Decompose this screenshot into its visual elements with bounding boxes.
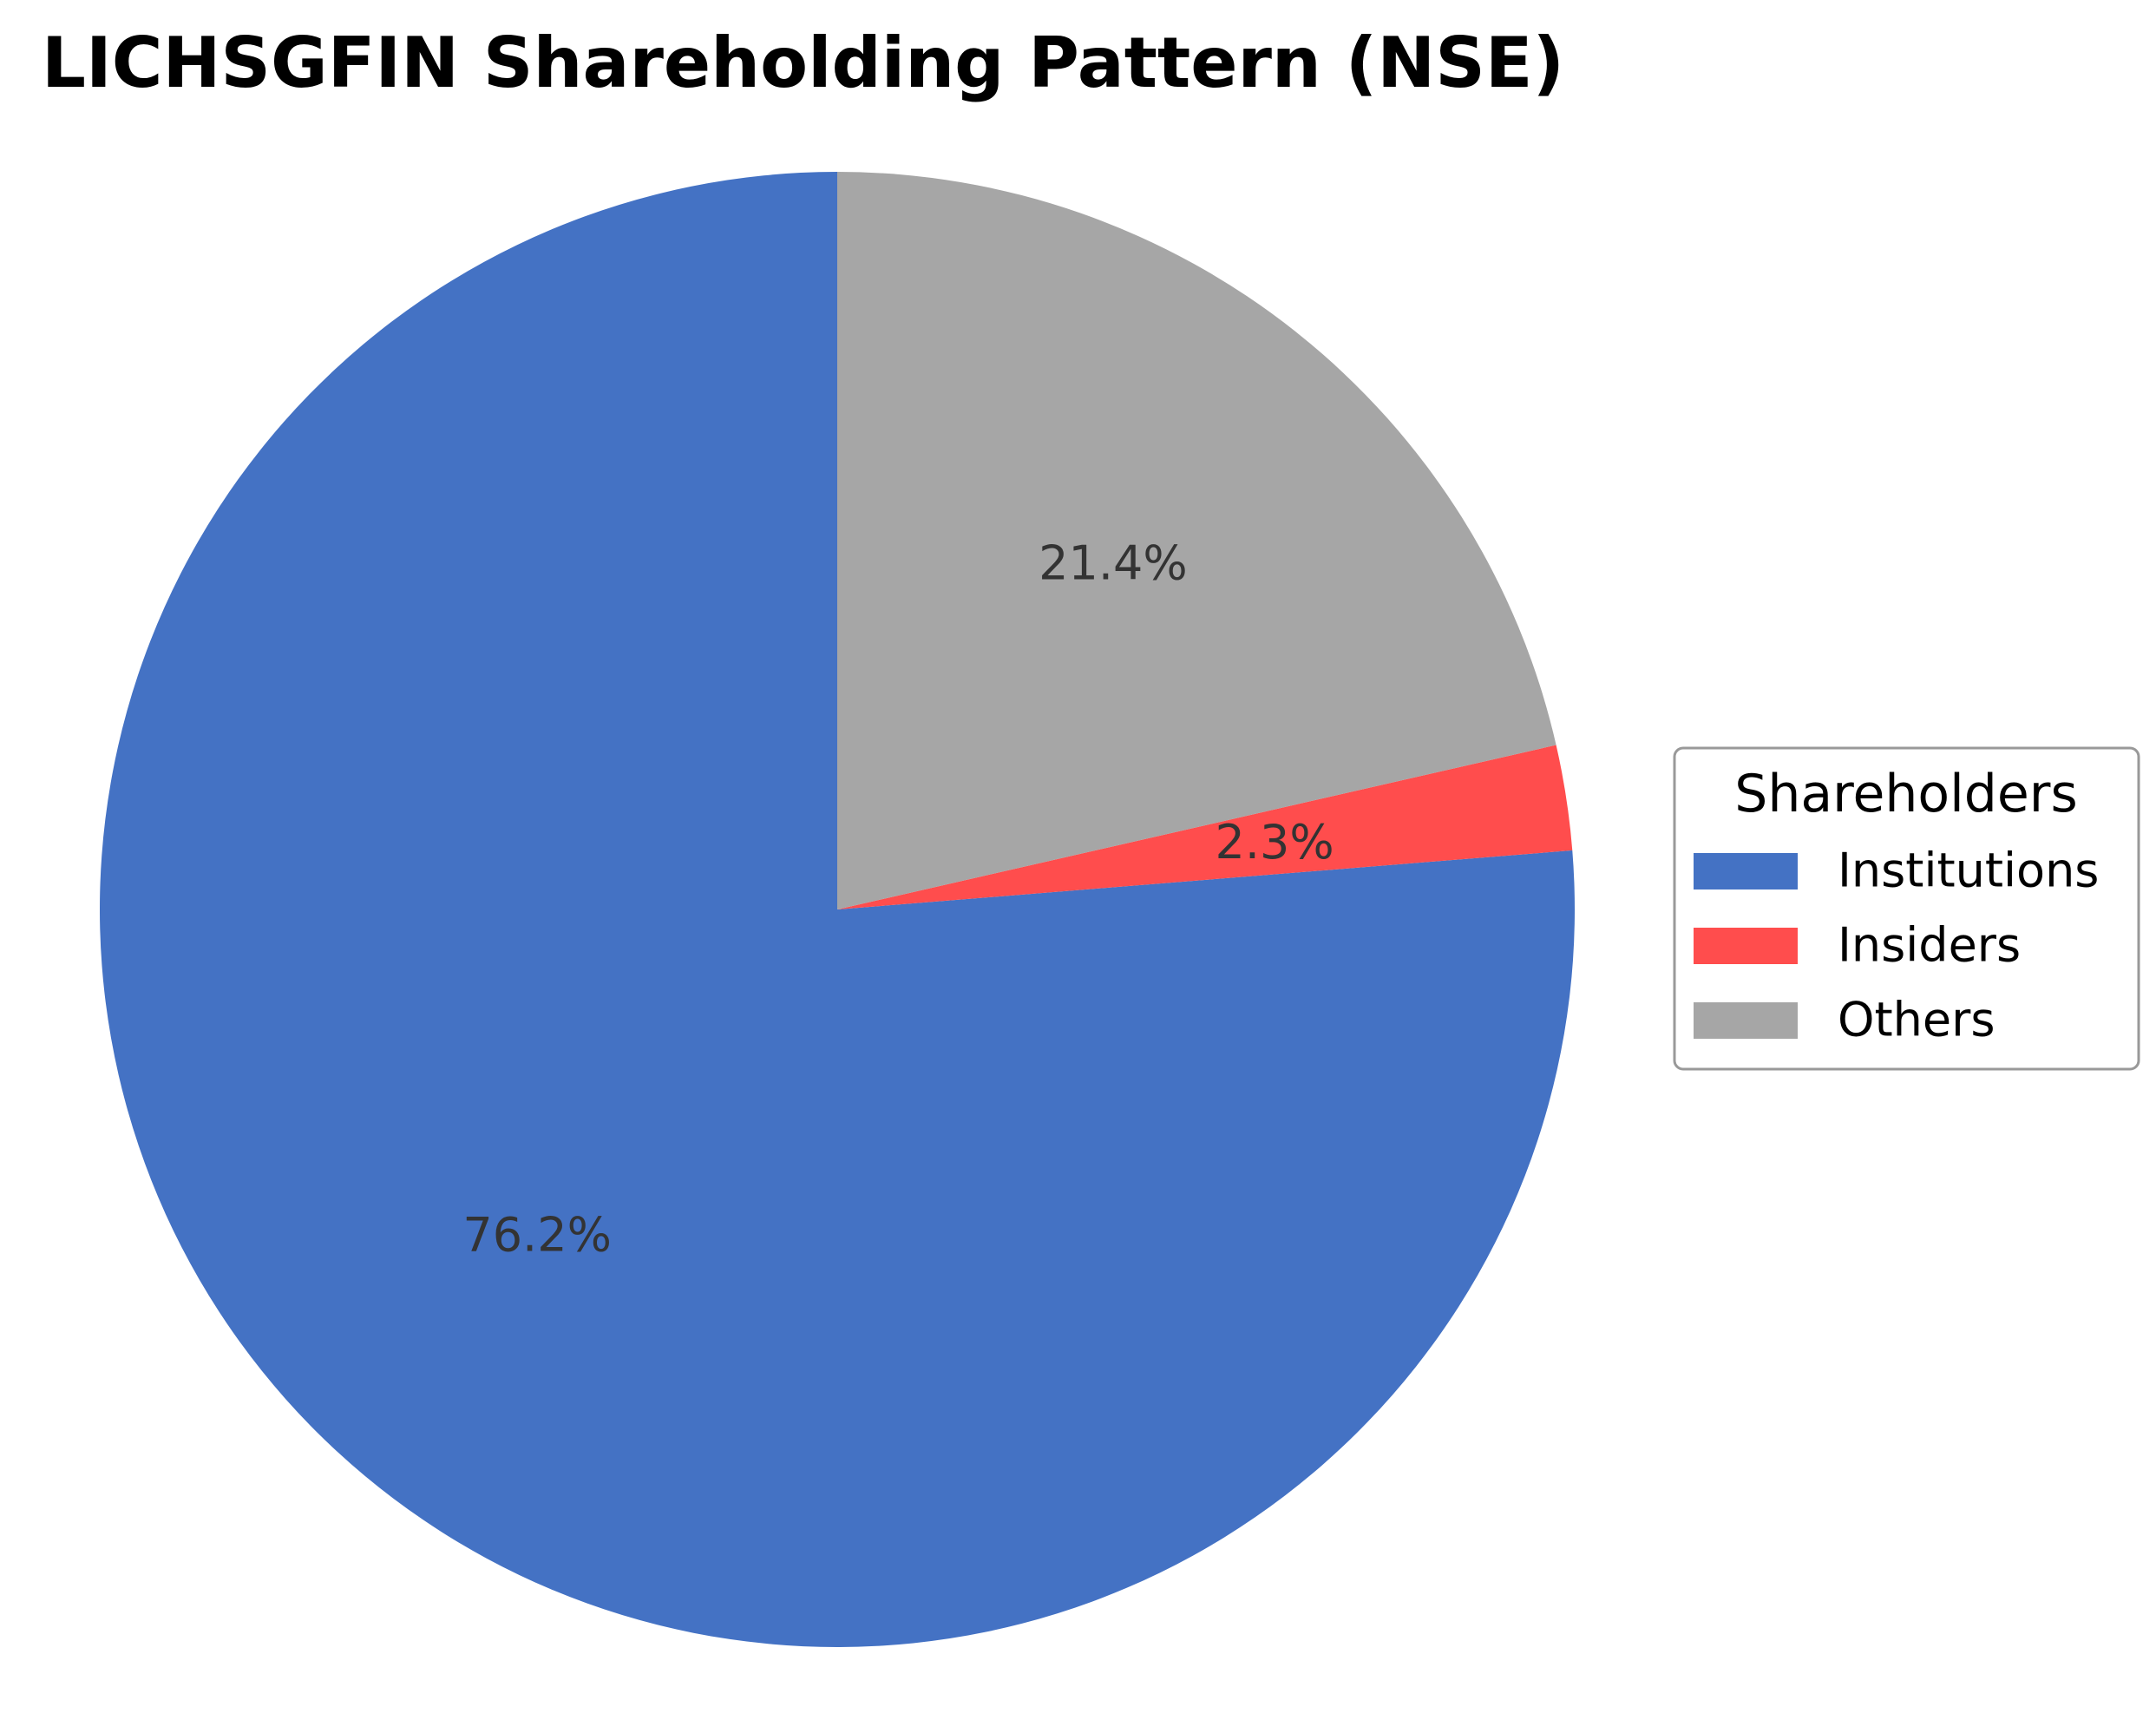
pie-slice-insiders xyxy=(837,745,1573,909)
legend-frame xyxy=(1673,746,2140,1071)
pie-slices xyxy=(99,172,1576,1647)
pie-label-insiders: 2.3% xyxy=(1215,815,1334,870)
legend-entries: Institutions Insiders Others xyxy=(1694,844,2099,1047)
pie-label-others: 21.4% xyxy=(1039,536,1188,591)
legend-swatch-insiders xyxy=(1694,928,1798,964)
legend-label-institutions: Institutions xyxy=(1838,844,2099,898)
legend-swatch-others xyxy=(1694,1002,1798,1039)
legend-label-others: Others xyxy=(1838,993,1995,1047)
pie-percent-labels: 76.2% 2.3% 21.4% xyxy=(462,536,1334,1263)
legend-swatch-institutions xyxy=(1694,853,1798,889)
legend-title: Shareholders xyxy=(1734,764,2077,824)
pie-label-institutions: 76.2% xyxy=(462,1207,612,1262)
legend-label-insiders: Insiders xyxy=(1838,918,2021,973)
legend: Shareholders Institutions Insiders Others xyxy=(1673,746,2140,1071)
chart-title: LICHSGFIN Shareholding Pattern (NSE) xyxy=(42,23,1564,103)
pie-slice-others xyxy=(837,172,1556,909)
